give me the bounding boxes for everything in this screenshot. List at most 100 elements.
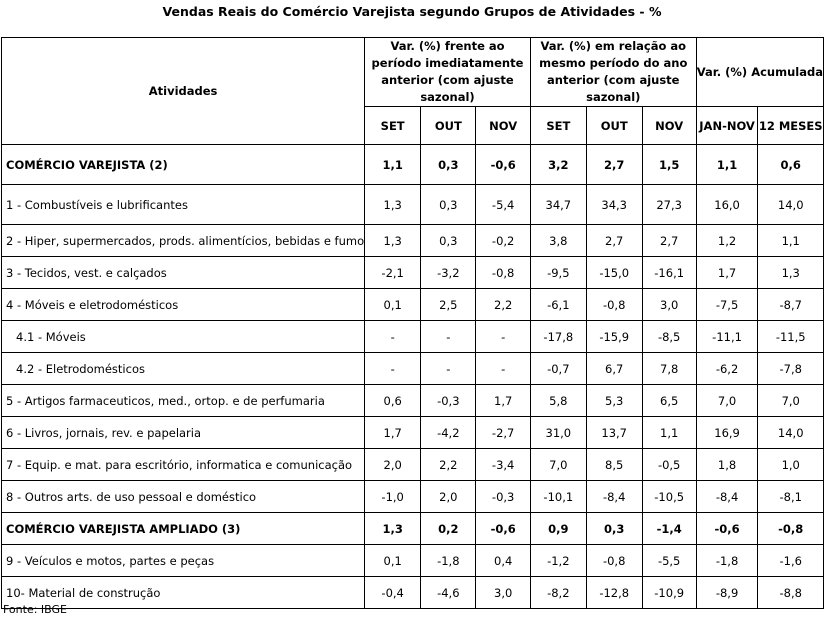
row-value: -0,6: [475, 512, 531, 545]
row-value: 0,9: [529, 512, 587, 545]
row-value: 0,3: [585, 512, 643, 545]
row-value: -0,6: [695, 512, 759, 545]
row-value: 2,7: [585, 144, 643, 185]
subheader-jan-nov: JAN-NOV: [695, 106, 759, 145]
row-value: -1,0: [364, 480, 422, 513]
row-label: 2 - Hiper, supermercados, prods. aliment…: [0, 224, 366, 257]
table-row: 4.1 - Móveis - - - -17,8 -15,9 -8,5 -11,1 -11,5: [0, 320, 824, 353]
row-value: 1,0: [757, 448, 824, 481]
row-value: 16,0: [695, 184, 759, 225]
row-value: 0,4: [475, 544, 531, 577]
row-value: 34,3: [585, 184, 643, 225]
row-value: 1,1: [695, 144, 759, 185]
row-value: -15,9: [585, 320, 643, 353]
row-value: 1,1: [364, 144, 422, 185]
row-value: -4,2: [420, 416, 477, 449]
row-value: 7,0: [757, 384, 824, 417]
row-value: 1,5: [641, 144, 697, 185]
row-value: 0,2: [420, 512, 477, 545]
row-value: -17,8: [529, 320, 587, 353]
row-value: 1,1: [757, 224, 824, 257]
subheader-out-1: OUT: [420, 106, 477, 145]
subheader-nov-1: NOV: [475, 106, 531, 145]
row-value: 3,2: [529, 144, 587, 185]
row-value: 0,1: [364, 288, 422, 321]
row-value: -8,7: [757, 288, 824, 321]
table-row: 9 - Veículos e motos, partes e peças 0,1 -…: [0, 544, 824, 577]
row-value: -0,4: [364, 576, 422, 609]
table-row: 1 - Combustíveis e lubrificantes 1,3 0,3 -5…: [0, 184, 824, 225]
row-label: 8 - Outros arts. de uso pessoal e domést…: [0, 480, 366, 513]
subheader-set-2: SET: [529, 106, 587, 145]
row-value: 2,5: [420, 288, 477, 321]
table-row: 3 - Tecidos, vest. e calçados -2,1 -3,2 -0,…: [0, 256, 824, 289]
row-value: -7,8: [757, 352, 824, 385]
row-value: 0,3: [420, 144, 477, 185]
row-value: -5,4: [475, 184, 531, 225]
row-value: 1,3: [364, 512, 422, 545]
row-value: 1,2: [695, 224, 759, 257]
row-value: -: [420, 320, 477, 353]
row-value: -0,6: [475, 144, 531, 185]
row-value: 16,9: [695, 416, 759, 449]
table-row: 7 - Equip. e mat. para escritório, infor…: [0, 448, 824, 481]
row-label: 9 - Veículos e motos, partes e peças: [0, 544, 366, 577]
row-value: -12,8: [585, 576, 643, 609]
subheader-set-1: SET: [364, 106, 422, 145]
row-label: 4.1 - Móveis: [0, 320, 366, 353]
row-value: -11,5: [757, 320, 824, 353]
row-value: 3,8: [529, 224, 587, 257]
row-value: 7,0: [529, 448, 587, 481]
row-value: -: [420, 352, 477, 385]
row-value: 7,0: [695, 384, 759, 417]
row-value: 0,1: [364, 544, 422, 577]
row-value: 1,3: [364, 184, 422, 225]
row-value: -6,1: [529, 288, 587, 321]
header-var-accumulated: Var. (%) Acumulada: [695, 37, 824, 107]
row-value: -2,7: [475, 416, 531, 449]
row-value: 2,0: [364, 448, 422, 481]
row-value: 2,2: [420, 448, 477, 481]
row-value: -3,2: [420, 256, 477, 289]
row-value: 2,2: [475, 288, 531, 321]
table-row: 8 - Outros arts. de uso pessoal e domést…: [0, 480, 824, 513]
row-value: -1,2: [529, 544, 587, 577]
row-value: 1,7: [695, 256, 759, 289]
row-value: 34,7: [529, 184, 587, 225]
table-row: 10- Material de construção -0,4 -4,6 3,0 -8,…: [0, 576, 824, 609]
row-value: -0,8: [585, 544, 643, 577]
row-value: -: [475, 352, 531, 385]
row-value: -7,5: [695, 288, 759, 321]
row-value: -5,5: [641, 544, 697, 577]
row-value: 1,7: [475, 384, 531, 417]
table-row: COMÉRCIO VAREJISTA AMPLIADO (3) 1,3 0,2 -0,…: [0, 512, 824, 545]
row-value: -2,1: [364, 256, 422, 289]
row-label: 3 - Tecidos, vest. e calçados: [0, 256, 366, 289]
row-value: 7,8: [641, 352, 697, 385]
row-value: -1,4: [641, 512, 697, 545]
row-value: -: [364, 352, 422, 385]
row-value: -0,2: [475, 224, 531, 257]
row-label: 5 - Artigos farmaceuticos, med., ortop. …: [0, 384, 366, 417]
row-value: 2,0: [420, 480, 477, 513]
row-value: -8,9: [695, 576, 759, 609]
row-label: COMÉRCIO VAREJISTA AMPLIADO (3): [0, 512, 366, 545]
row-value: 0,6: [364, 384, 422, 417]
header-activities: Atividades: [0, 37, 366, 145]
row-label: 6 - Livros, jornais, rev. e papelaria: [0, 416, 366, 449]
row-value: -0,3: [475, 480, 531, 513]
row-value: -8,5: [641, 320, 697, 353]
row-value: -8,2: [529, 576, 587, 609]
row-value: -0,3: [420, 384, 477, 417]
table-row: 6 - Livros, jornais, rev. e papelaria 1,7…: [0, 416, 824, 449]
row-label: 7 - Equip. e mat. para escritório, infor…: [0, 448, 366, 481]
row-value: -0,8: [757, 512, 824, 545]
row-value: -: [475, 320, 531, 353]
table-row: 5 - Artigos farmaceuticos, med., ortop. …: [0, 384, 824, 417]
row-label: 10- Material de construção: [0, 576, 366, 609]
header-var-same-period-last-year: Var. (%) em relação ao mesmo período do …: [529, 37, 697, 107]
row-value: 0,3: [420, 224, 477, 257]
table-row: 4.2 - Eletrodomésticos - - - -0,7 6,7 7,8 -6,2-…: [0, 352, 824, 385]
row-label: COMÉRCIO VAREJISTA (2): [0, 144, 366, 185]
row-value: -0,8: [585, 288, 643, 321]
